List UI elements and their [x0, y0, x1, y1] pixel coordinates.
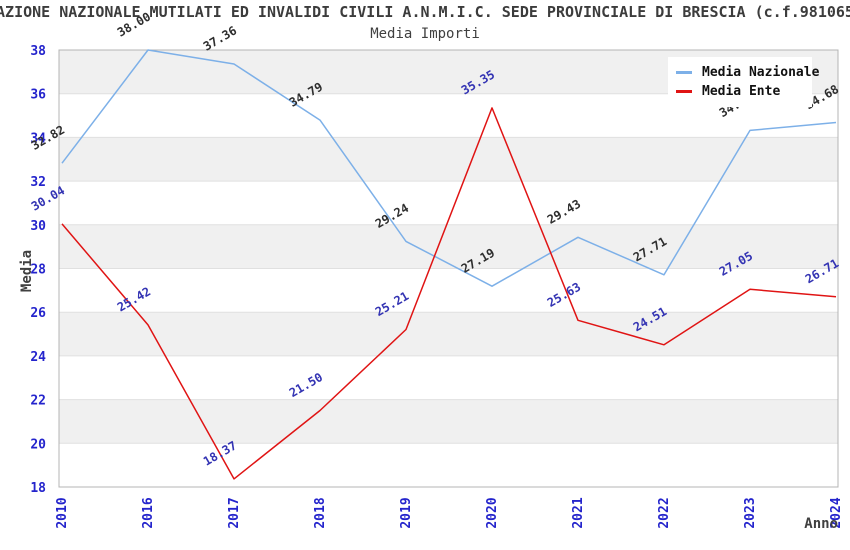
plot-border — [58, 49, 839, 488]
legend: Media Nazionale Media Ente — [668, 57, 819, 107]
plot-band — [59, 355, 838, 400]
x-tick-label: 2024 — [829, 497, 844, 528]
series-line-media-nazionale — [61, 49, 837, 287]
plot-band — [59, 224, 838, 269]
plot-band — [59, 137, 838, 182]
legend-label: Media Ente — [702, 84, 781, 99]
y-tick-label: 36 — [30, 88, 46, 103]
x-tick-label: 2023 — [743, 497, 758, 528]
plot-band — [59, 443, 838, 487]
x-tick-label: 2021 — [571, 497, 586, 528]
series-line-media-ente — [61, 107, 837, 480]
y-tick-label: 30 — [30, 219, 46, 234]
data-point-label: 37.36 — [201, 23, 239, 53]
y-tick-label: 22 — [30, 394, 46, 409]
y-tick-label: 24 — [30, 350, 46, 365]
y-tick-label: 38 — [30, 44, 46, 59]
x-tick-label: 2017 — [227, 497, 242, 528]
x-tick-label: 2018 — [313, 497, 328, 528]
plot-band — [59, 399, 838, 444]
legend-line-swatch-red — [676, 90, 692, 93]
x-tick-label: 2016 — [141, 497, 156, 528]
x-axis-title: Anno — [804, 516, 838, 532]
legend-line-swatch-blue — [676, 71, 692, 74]
x-tick-label: 2022 — [657, 497, 672, 528]
plot-band — [59, 268, 838, 313]
y-tick-label: 20 — [30, 437, 46, 452]
legend-label: Media Nazionale — [702, 65, 820, 80]
y-tick-label: 34 — [30, 131, 46, 146]
plot-band — [59, 312, 838, 356]
legend-item-media-nazionale: Media Nazionale — [676, 63, 819, 82]
y-tick-label: 28 — [30, 263, 46, 278]
x-tick-label: 2010 — [55, 497, 70, 528]
legend-item-media-ente: Media Ente — [676, 82, 812, 101]
y-tick-label: 32 — [30, 175, 46, 190]
chart-title: AZIONE NAZIONALE MUTILATI ED INVALIDI CI… — [0, 3, 850, 21]
x-tick-label: 2020 — [485, 497, 500, 528]
y-axis-title: Media — [19, 249, 35, 293]
y-tick-label: 26 — [30, 306, 46, 321]
x-tick-label: 2019 — [399, 497, 414, 528]
plot-band — [59, 181, 838, 225]
y-tick-label: 18 — [30, 481, 46, 496]
chart-subtitle: Media Importi — [370, 26, 480, 42]
data-point-label: 38.00 — [115, 9, 153, 39]
